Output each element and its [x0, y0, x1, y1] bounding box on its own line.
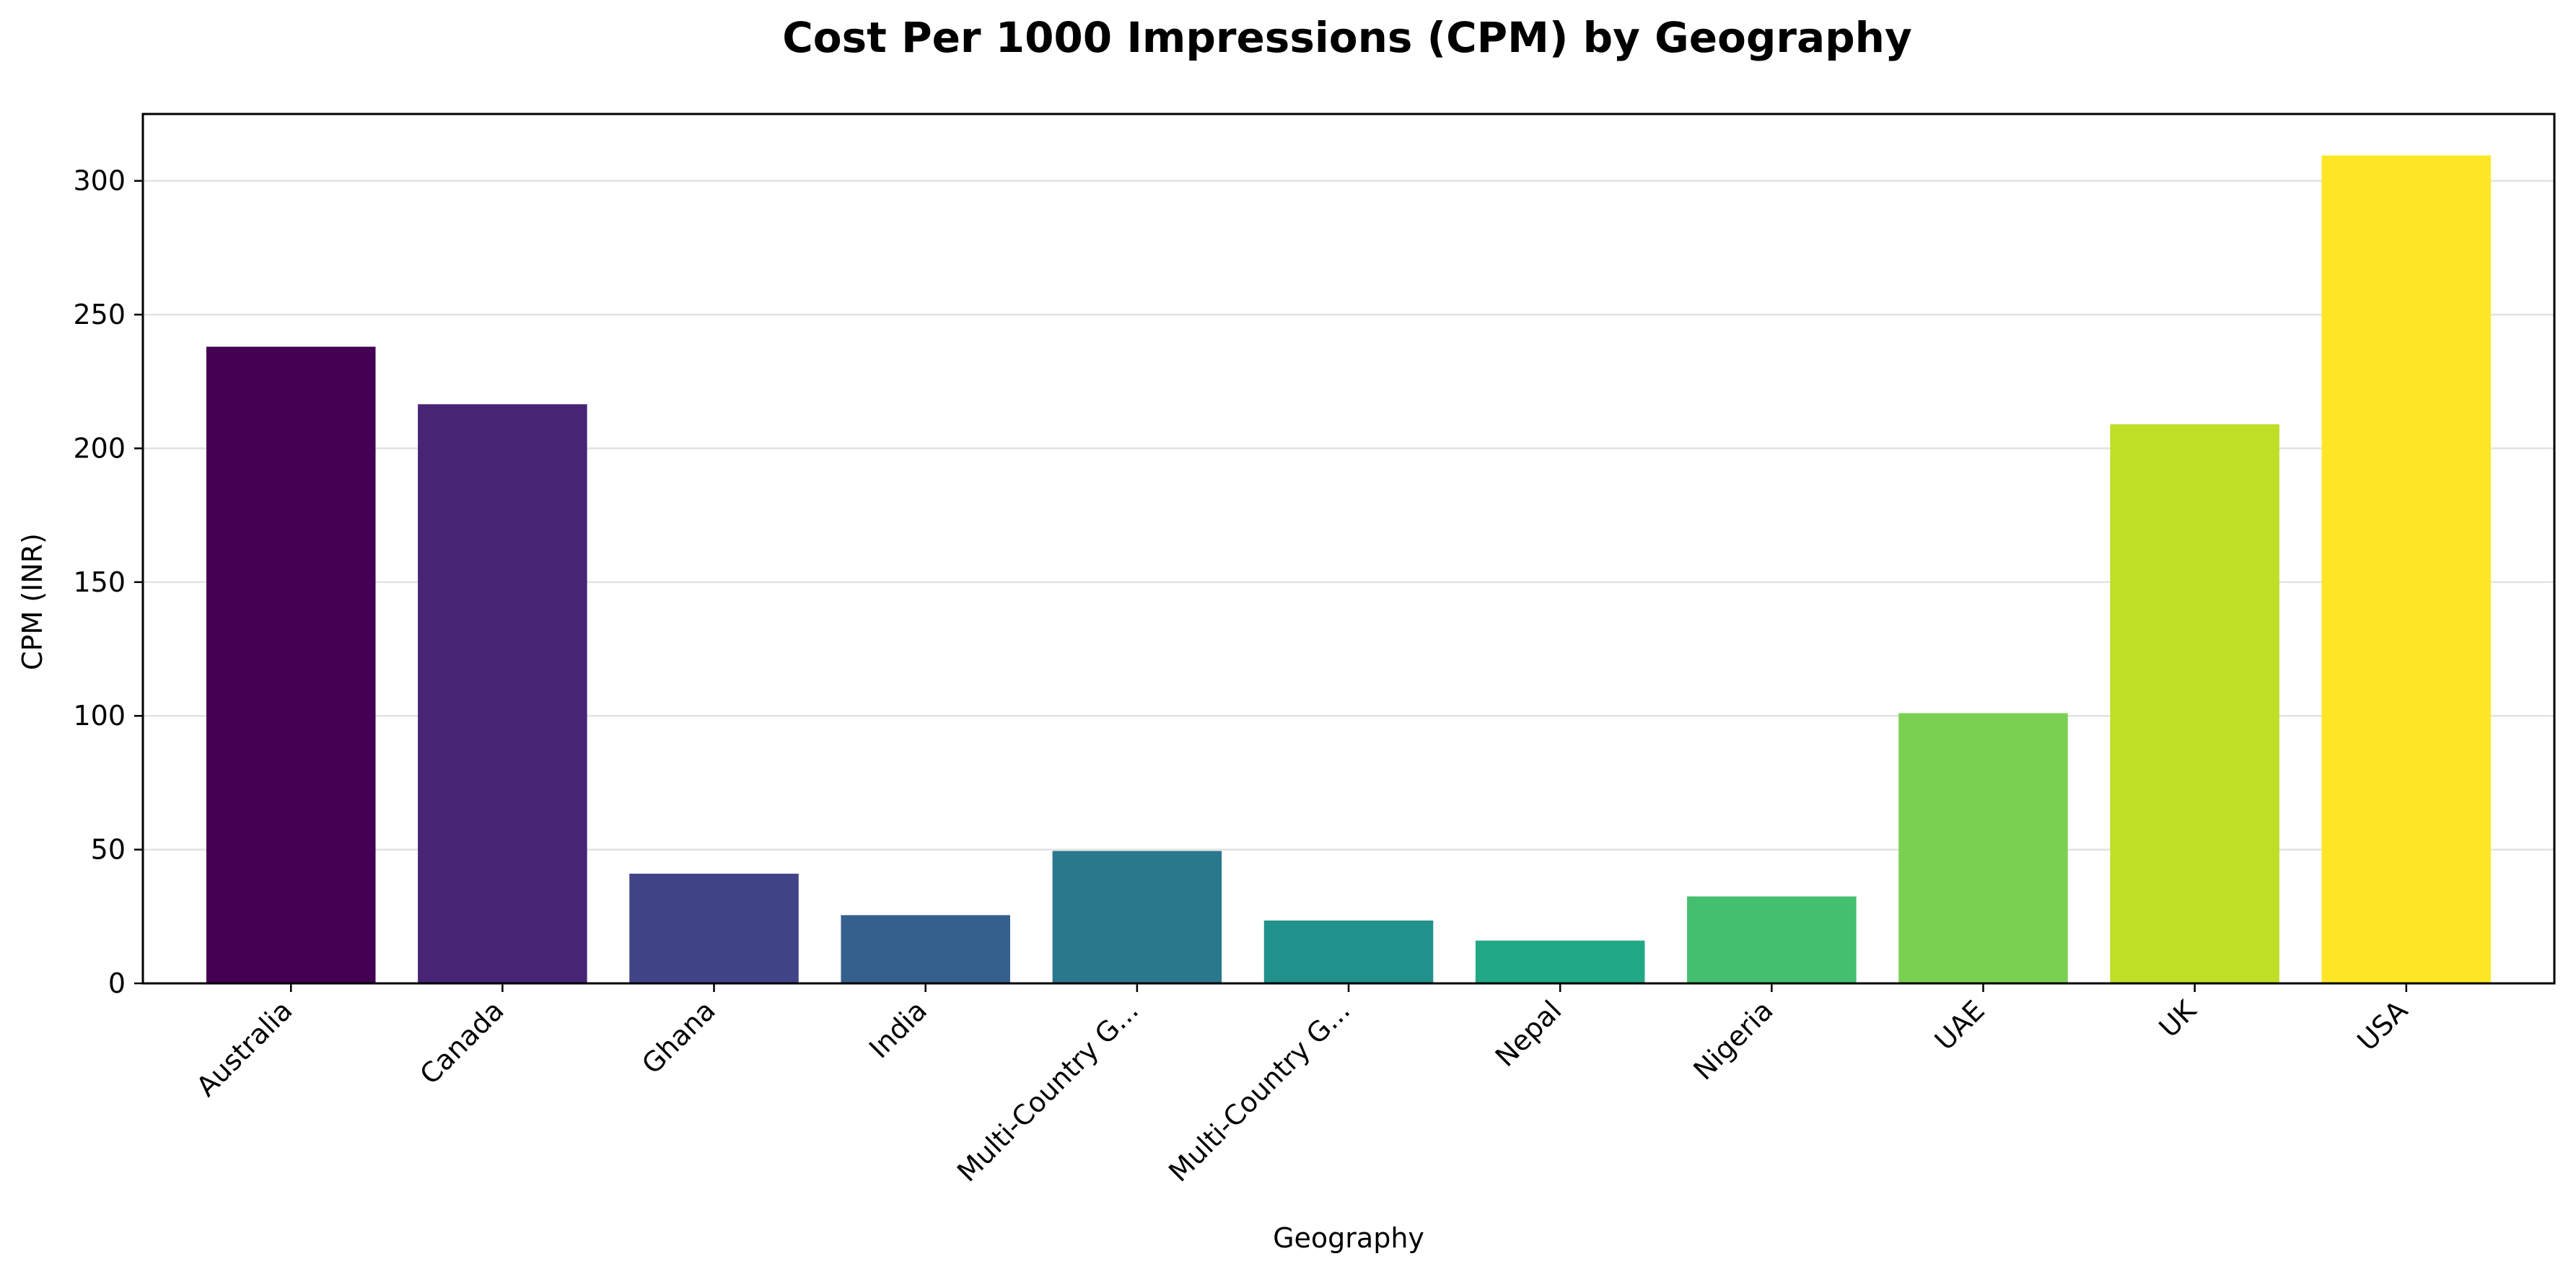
bar: [1263, 920, 1434, 983]
chart-title: Cost Per 1000 Impressions (CPM) by Geogr…: [782, 13, 1912, 62]
x-tick-label: Multi-Country G...: [951, 994, 1144, 1188]
y-tick-label: 0: [108, 967, 126, 999]
x-tick-label: Nepal: [1489, 994, 1568, 1073]
bar: [2110, 424, 2279, 983]
y-tick-label: 50: [91, 834, 126, 866]
y-tick-label: 200: [73, 432, 126, 464]
x-axis: Australia Canada Ghana India Multi-Country G…: [190, 983, 2414, 1188]
y-axis: 0 50 100 150 200 250 300: [73, 165, 143, 999]
y-tick-label: 100: [73, 700, 126, 732]
y-axis-label: CPM (INR): [17, 533, 48, 670]
x-tick-label: Australia: [190, 994, 299, 1102]
x-tick-label: UAE: [1929, 994, 1991, 1056]
bar: [1475, 940, 1645, 983]
bar: [1898, 713, 2068, 983]
bar: [418, 404, 587, 983]
x-tick-label: Nigeria: [1687, 994, 1779, 1086]
x-tick-label: Multi-Country G...: [1162, 994, 1356, 1188]
bar: [1687, 896, 1857, 983]
x-tick-label: UK: [2153, 993, 2203, 1043]
bar: [2321, 155, 2492, 983]
x-tick-label: USA: [2351, 994, 2414, 1057]
bar: [1052, 851, 1222, 983]
y-tick-label: 300: [73, 165, 126, 197]
bar: [629, 873, 799, 983]
x-tick-label: Ghana: [636, 994, 722, 1080]
y-tick-label: 250: [73, 299, 126, 330]
y-tick-label: 150: [73, 566, 126, 598]
x-axis-label: Geography: [1273, 1222, 1424, 1254]
plot-frame: [141, 113, 2556, 985]
x-tick-label: India: [863, 994, 933, 1064]
bar: [841, 915, 1010, 983]
x-tick-label: Canada: [413, 994, 509, 1090]
bar: [206, 346, 376, 984]
bars: [206, 155, 2492, 984]
